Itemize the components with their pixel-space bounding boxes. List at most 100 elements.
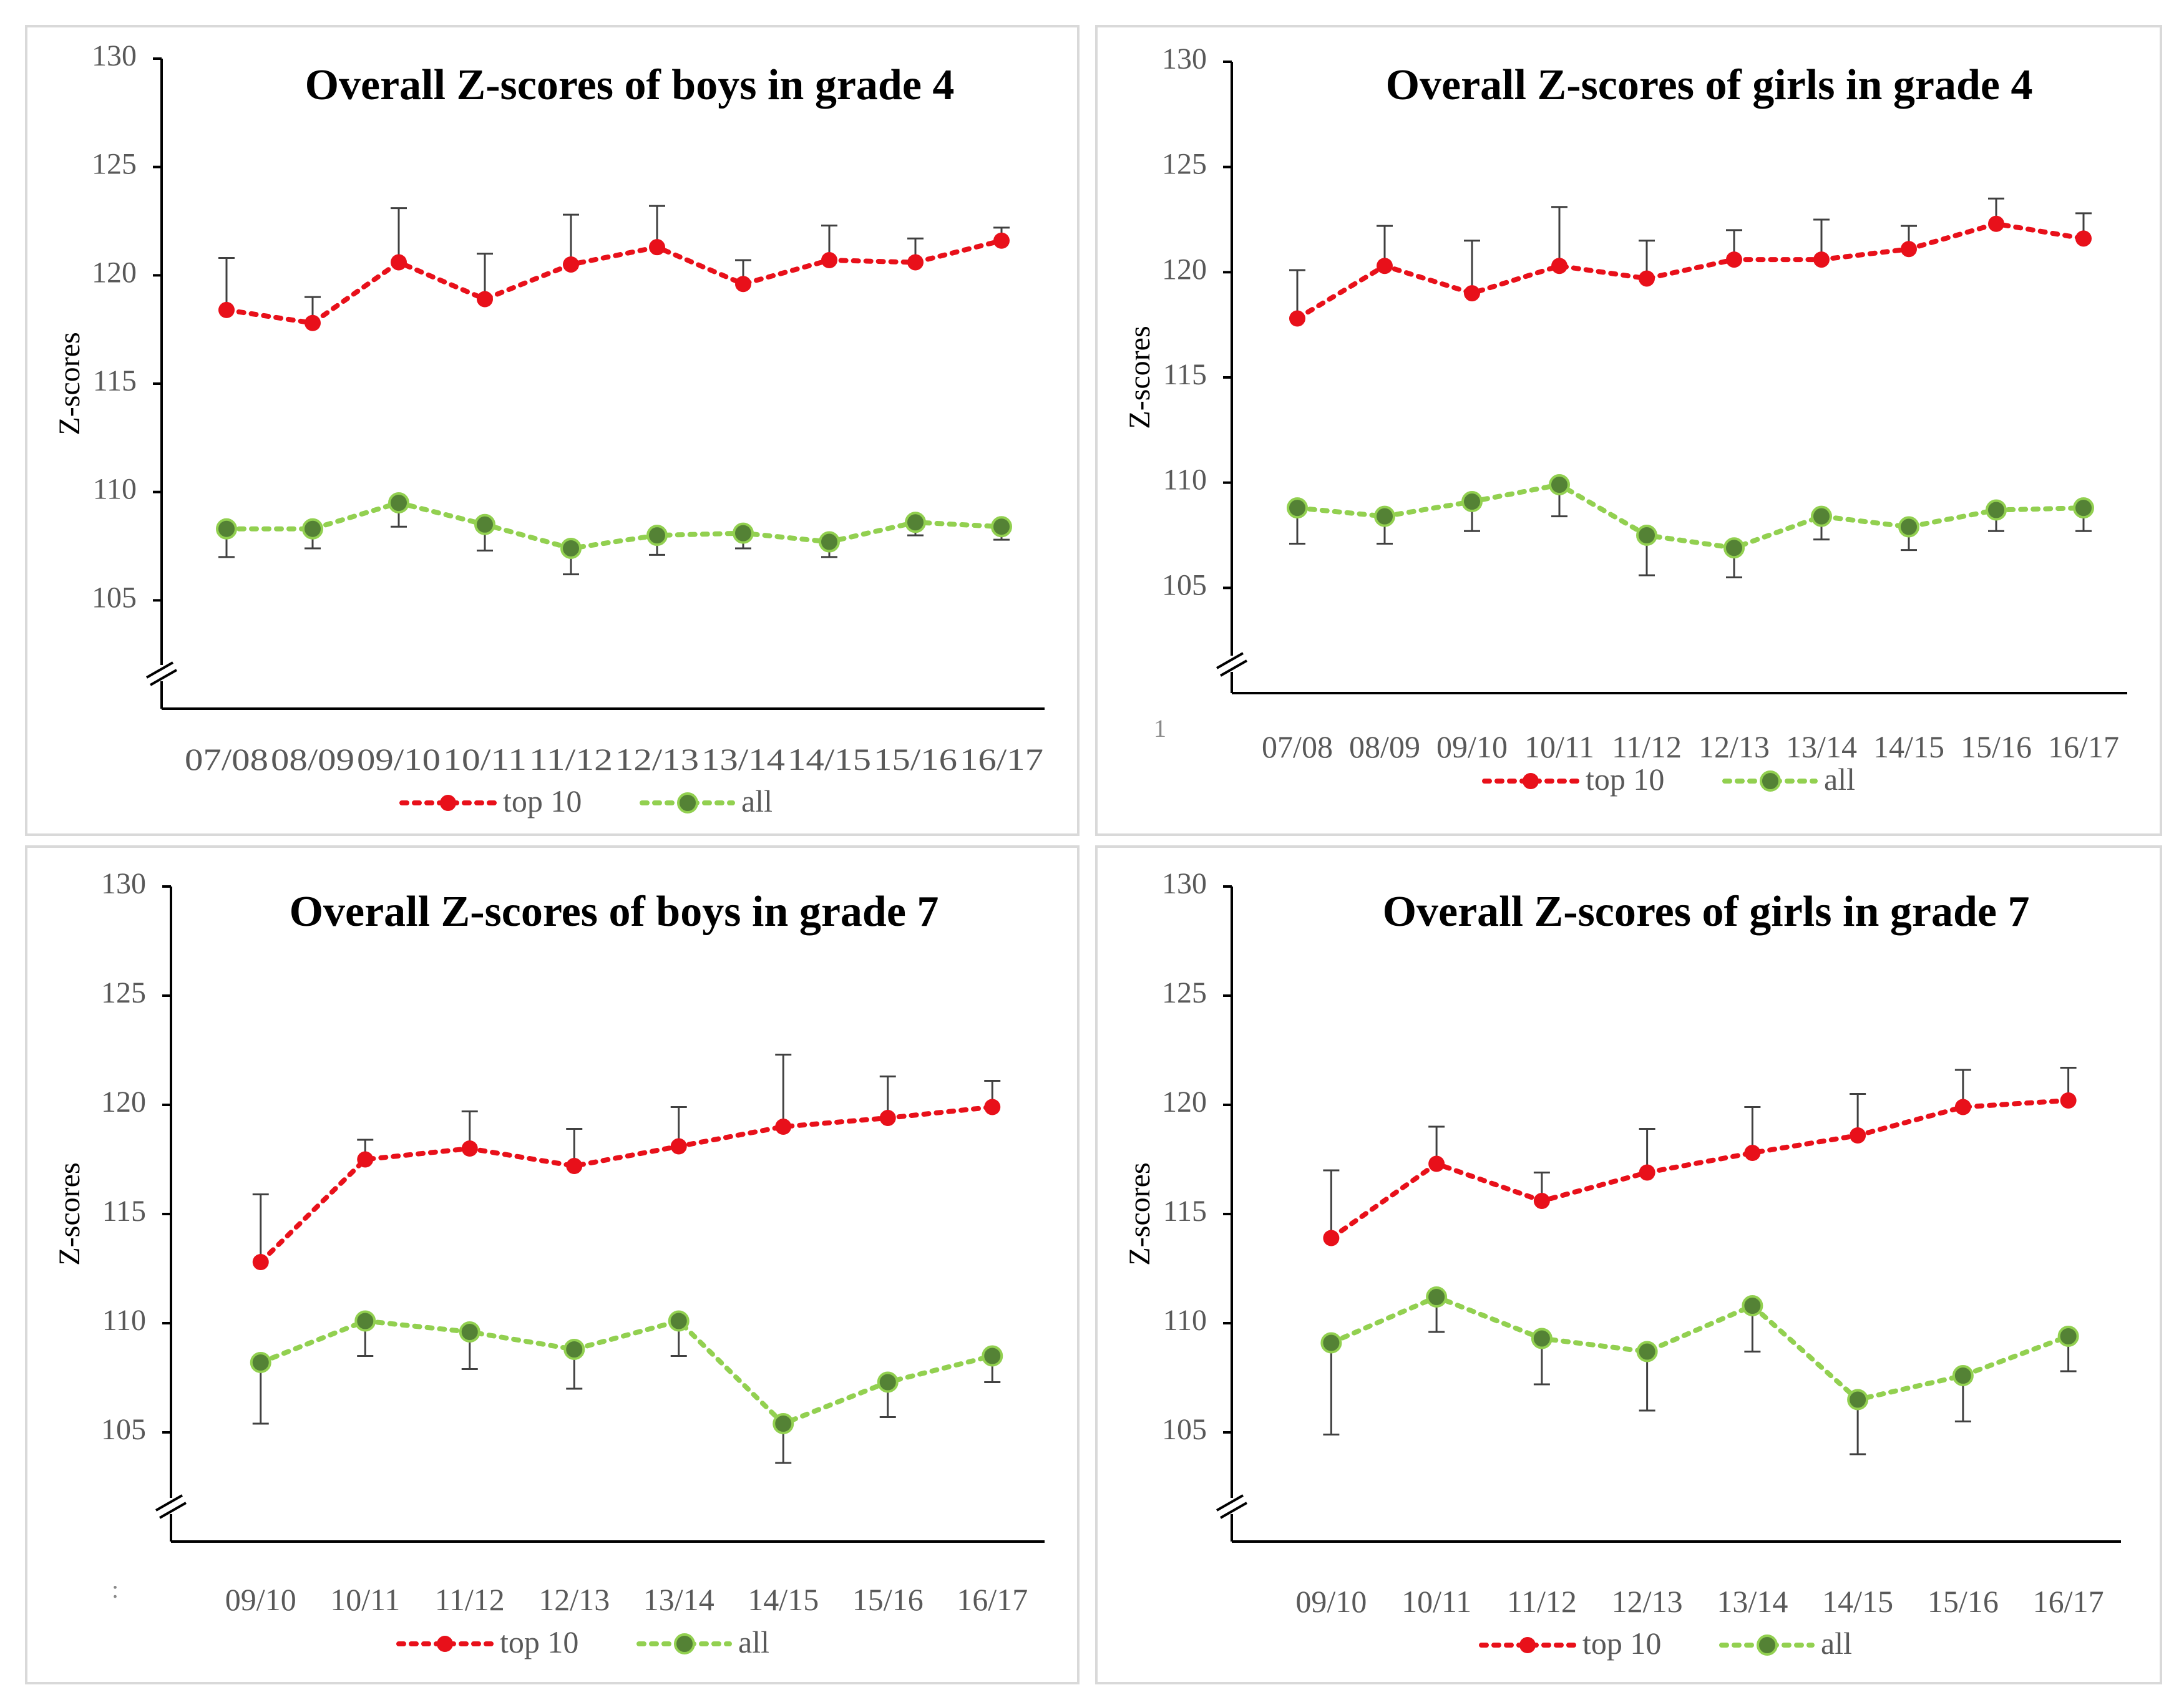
x-tick-label: 09/10 — [1295, 1584, 1367, 1619]
top10-point — [2060, 1092, 2077, 1109]
top10-point — [1639, 270, 1655, 287]
y-tick-label: 130 — [1162, 42, 1207, 75]
top10-point — [1533, 1193, 1550, 1209]
legend: top 10 all — [396, 1625, 769, 1659]
series-all — [250, 1310, 1003, 1464]
top10-point — [566, 1158, 583, 1174]
y-tick-label: 120 — [92, 256, 137, 289]
series-top10 — [252, 1054, 1001, 1270]
top10-point — [1813, 251, 1830, 268]
x-tick-label: 09/10 — [1436, 729, 1508, 764]
all-line — [224, 500, 1004, 551]
x-tick-label: 14/15 — [1822, 1584, 1893, 1619]
y-tick-label: 110 — [93, 473, 137, 506]
chart-girls-grade7: Overall Z-scores of girls in grade 7 Z-sc… — [1123, 867, 2121, 1661]
top10-point — [1988, 215, 2004, 232]
all-point — [991, 516, 1012, 538]
axis-break-slash — [146, 661, 173, 679]
x-tick-label: 13/14 — [1786, 729, 1857, 764]
legend-all-label: all — [741, 784, 773, 818]
top10-point — [2075, 230, 2092, 247]
y-tick-label: 115 — [102, 1195, 146, 1228]
legend: top 10 all — [399, 784, 773, 818]
x-tick-label: 14/15 — [787, 742, 871, 777]
all-point — [982, 1345, 1003, 1367]
top10-point — [1850, 1127, 1866, 1144]
y-tick-label: 125 — [92, 148, 137, 181]
top10-point — [1744, 1145, 1761, 1161]
top10-point — [1639, 1164, 1655, 1181]
series-all — [1287, 474, 2094, 578]
chart-panel-boys-grade7: Overall Z-scores of boys in grade 7 Z-sco… — [25, 845, 1080, 1684]
top10-point — [1954, 1099, 1971, 1115]
y-tick-label: 130 — [92, 39, 137, 72]
stray-mark: 1 — [1154, 714, 1166, 742]
all-point — [819, 531, 840, 553]
chart-title: Overall Z-scores of girls in grade 7 — [1383, 888, 2030, 936]
x-tick-label: 07/08 — [185, 742, 268, 777]
all-point — [354, 1310, 376, 1332]
top10-point — [1901, 241, 1917, 258]
axis-break-slash — [1216, 1494, 1244, 1512]
all-point — [773, 1413, 794, 1434]
y-tick-label: 125 — [1162, 976, 1207, 1009]
top10-line — [1328, 1098, 2071, 1241]
all-point — [1742, 1295, 1763, 1316]
x-tick-label: 12/13 — [1699, 729, 1770, 764]
x-tick-label: 16/17 — [2048, 729, 2119, 764]
chart-panel-girls-grade4: Overall Z-scores of girls in grade 4 Z-sc… — [1095, 25, 2162, 836]
x-tick-label: 09/10 — [225, 1582, 296, 1617]
legend-top10-label: top 10 — [503, 784, 582, 818]
top10-point — [1726, 251, 1742, 268]
legend-all-marker — [1760, 770, 1781, 792]
all-point — [1374, 505, 1395, 527]
x-tick-label: 12/13 — [539, 1582, 610, 1617]
legend-all-marker — [1757, 1634, 1778, 1656]
legend-top10-marker — [1519, 1637, 1536, 1653]
all-line — [1295, 482, 2086, 551]
y-tick-label: 115 — [1163, 358, 1207, 391]
top10-point — [993, 232, 1010, 249]
axis-break-mark — [1216, 652, 1247, 677]
top10-point — [670, 1138, 687, 1155]
chart-panel-boys-grade4: Overall Z-scores of boys in grade 4 Z-sco… — [25, 25, 1080, 836]
y-tick-label: 125 — [1162, 148, 1207, 181]
top10-line — [1295, 221, 2086, 321]
legend: top 10 all — [1479, 1626, 1852, 1661]
top10-point — [477, 291, 493, 308]
legend-all-label: all — [738, 1625, 769, 1659]
x-tick-label: 15/16 — [1961, 729, 2032, 764]
all-point — [1320, 1332, 1342, 1354]
all-line — [1328, 1294, 2071, 1402]
all-point — [646, 525, 668, 546]
legend-top10-label: top 10 — [1586, 762, 1664, 797]
top10-point — [563, 256, 579, 273]
y-tick-label: 110 — [1163, 464, 1207, 497]
y-axis-title: Z-scores — [1123, 1162, 1156, 1265]
series-top10 — [218, 205, 1010, 331]
all-point — [1986, 499, 2007, 521]
all-point — [905, 512, 926, 533]
y-tick-label: 105 — [1162, 568, 1207, 601]
x-tick-label: 10/11 — [1524, 729, 1594, 764]
chart-girls-grade4: Overall Z-scores of girls in grade 4 Z-sc… — [1123, 42, 2127, 797]
all-point — [563, 1339, 585, 1360]
y-tick-label: 125 — [101, 976, 146, 1009]
chart-title: Overall Z-scores of boys in grade 4 — [305, 61, 955, 109]
legend-top10-label: top 10 — [1582, 1626, 1661, 1661]
all-point — [560, 537, 582, 559]
chart-boys-grade7: Overall Z-scores of boys in grade 7 Z-sco… — [53, 867, 1045, 1659]
legend-all-label: all — [1824, 762, 1855, 797]
top10-point — [218, 301, 235, 318]
all-point — [459, 1321, 480, 1343]
top10-point — [252, 1254, 269, 1270]
legend-all-label: all — [1821, 1626, 1852, 1661]
all-point — [1636, 1341, 1658, 1362]
axis-break-mark — [1216, 1494, 1247, 1519]
series-top10 — [1289, 197, 2092, 327]
axis-break-slash — [1220, 659, 1247, 677]
y-tick-label: 115 — [93, 364, 137, 397]
legend-top10-marker — [440, 795, 456, 811]
y-tick-label: 120 — [101, 1086, 146, 1119]
axis-break-slash — [1216, 652, 1244, 669]
